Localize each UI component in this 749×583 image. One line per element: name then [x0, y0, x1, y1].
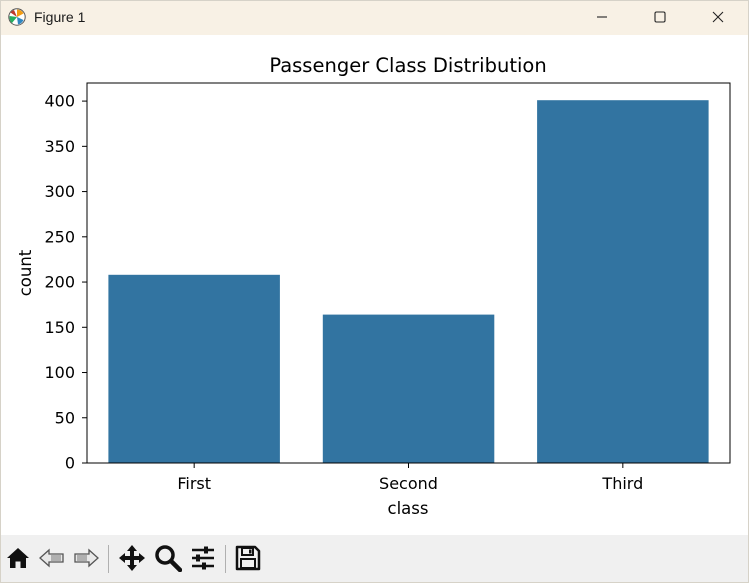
- configure-subplots-icon: [192, 546, 214, 570]
- chart-title: Passenger Class Distribution: [269, 54, 546, 77]
- y-tick-label: 250: [44, 227, 75, 246]
- zoom-button[interactable]: [153, 543, 183, 573]
- close-icon: [712, 11, 724, 23]
- toolbar-separator: [225, 545, 226, 573]
- y-tick-label: 400: [44, 92, 75, 111]
- window-title: Figure 1: [34, 9, 86, 25]
- maximize-button[interactable]: [631, 1, 689, 33]
- minimize-button[interactable]: [573, 1, 631, 33]
- toolbar-separator: [108, 545, 109, 573]
- back-button[interactable]: [37, 543, 67, 573]
- pan-button[interactable]: [117, 543, 147, 573]
- save-button[interactable]: [233, 543, 263, 573]
- home-icon: [7, 548, 29, 568]
- bar-chart: Passenger Class Distribution 0 50 100 150 20…: [16, 54, 731, 518]
- y-axis-label: count: [16, 249, 35, 296]
- back-icon: [39, 548, 64, 568]
- save-icon: [235, 545, 261, 571]
- forward-button[interactable]: [71, 543, 101, 573]
- bar-third: [537, 100, 709, 463]
- matplotlib-logo-icon: [8, 8, 26, 26]
- x-tick-label: Second: [379, 474, 438, 493]
- configure-subplots-button[interactable]: [188, 543, 218, 573]
- y-tick-label: 350: [44, 137, 75, 156]
- title-bar: Figure 1: [1, 1, 748, 35]
- forward-icon: [74, 548, 99, 568]
- x-tick-label: Third: [601, 474, 643, 493]
- figure-canvas[interactable]: Passenger Class Distribution 0 50 100 150 20…: [1, 35, 748, 535]
- y-tick-label: 50: [55, 408, 75, 427]
- close-button[interactable]: [689, 1, 747, 33]
- y-tick-label: 0: [65, 454, 75, 473]
- maximize-icon: [654, 11, 666, 23]
- x-tick-label: First: [177, 474, 211, 493]
- home-button[interactable]: [3, 543, 33, 573]
- bar-second: [322, 314, 495, 463]
- y-tick-label: 300: [44, 182, 75, 201]
- x-axis-label: class: [388, 499, 429, 518]
- pan-icon: [119, 545, 145, 571]
- zoom-icon: [155, 545, 182, 572]
- navigation-toolbar: [1, 535, 748, 582]
- y-tick-label: 100: [44, 363, 75, 382]
- bar-first: [108, 274, 280, 463]
- y-tick-label: 150: [44, 318, 75, 337]
- y-tick-label: 200: [44, 273, 75, 292]
- minimize-icon: [597, 16, 607, 18]
